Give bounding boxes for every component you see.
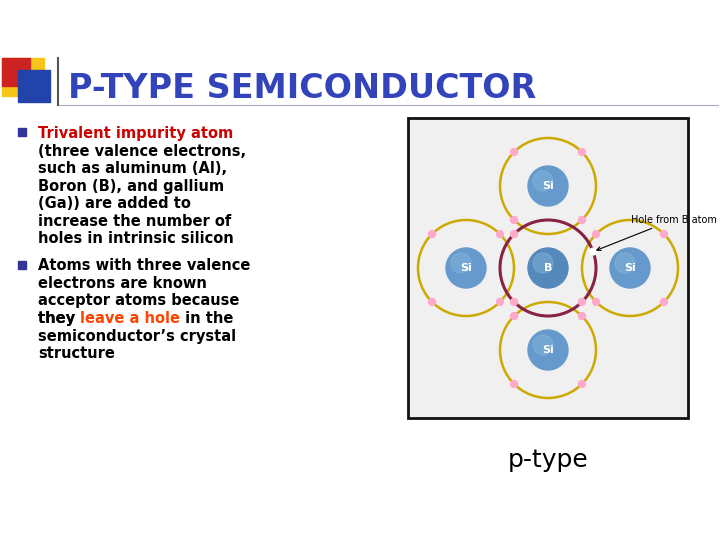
Circle shape: [497, 299, 503, 306]
Circle shape: [593, 231, 600, 238]
Circle shape: [533, 335, 553, 355]
Circle shape: [446, 248, 486, 288]
Text: Si: Si: [460, 263, 472, 273]
Circle shape: [497, 231, 503, 238]
Text: they: they: [38, 311, 80, 326]
Circle shape: [510, 217, 518, 224]
Circle shape: [510, 381, 518, 387]
Circle shape: [578, 313, 585, 320]
Circle shape: [510, 313, 518, 320]
Text: such as aluminum (Al),: such as aluminum (Al),: [38, 161, 227, 176]
Circle shape: [451, 253, 471, 273]
Circle shape: [533, 253, 553, 273]
Text: p-type: p-type: [508, 448, 588, 472]
Bar: [2, 58, 44, 96]
Text: increase the number of: increase the number of: [38, 213, 231, 228]
Text: P-TYPE SEMICONDUCTOR: P-TYPE SEMICONDUCTOR: [68, 72, 536, 105]
Text: electrons are known: electrons are known: [38, 276, 207, 291]
Circle shape: [528, 248, 568, 288]
Bar: [408, 118, 688, 418]
Circle shape: [528, 166, 568, 206]
Circle shape: [615, 253, 635, 273]
Text: (Ga)) are added to: (Ga)) are added to: [38, 196, 191, 211]
Circle shape: [593, 299, 600, 306]
Text: leave a hole: leave a hole: [80, 311, 180, 326]
Circle shape: [578, 381, 585, 387]
Text: (three valence electrons,: (three valence electrons,: [38, 144, 246, 159]
Circle shape: [660, 231, 667, 238]
Text: structure: structure: [38, 346, 115, 361]
Circle shape: [428, 231, 436, 238]
Text: Si: Si: [624, 263, 636, 273]
Circle shape: [533, 171, 553, 191]
Circle shape: [528, 330, 568, 370]
Text: holes in intrinsic silicon: holes in intrinsic silicon: [38, 231, 234, 246]
Circle shape: [578, 299, 585, 306]
Bar: [2, 58, 30, 86]
Circle shape: [590, 248, 597, 255]
Text: in the: in the: [180, 311, 233, 326]
Text: Boron (B), and gallium: Boron (B), and gallium: [38, 179, 224, 193]
Text: B: B: [544, 263, 552, 273]
Text: Si: Si: [542, 181, 554, 191]
Text: semiconductor’s crystal: semiconductor’s crystal: [38, 328, 236, 343]
Circle shape: [510, 148, 518, 156]
Text: Hole from B atom: Hole from B atom: [597, 214, 717, 251]
Text: acceptor atoms because: acceptor atoms because: [38, 294, 239, 308]
Bar: [18, 70, 50, 102]
Text: Atoms with three valence: Atoms with three valence: [38, 259, 251, 273]
Text: Si: Si: [542, 345, 554, 355]
Text: they: they: [38, 311, 80, 326]
Circle shape: [578, 217, 585, 224]
Text: Trivalent impurity atom: Trivalent impurity atom: [38, 126, 233, 141]
Circle shape: [510, 299, 518, 306]
Circle shape: [660, 299, 667, 306]
Circle shape: [510, 231, 518, 238]
Circle shape: [578, 148, 585, 156]
Circle shape: [428, 299, 436, 306]
Circle shape: [610, 248, 650, 288]
